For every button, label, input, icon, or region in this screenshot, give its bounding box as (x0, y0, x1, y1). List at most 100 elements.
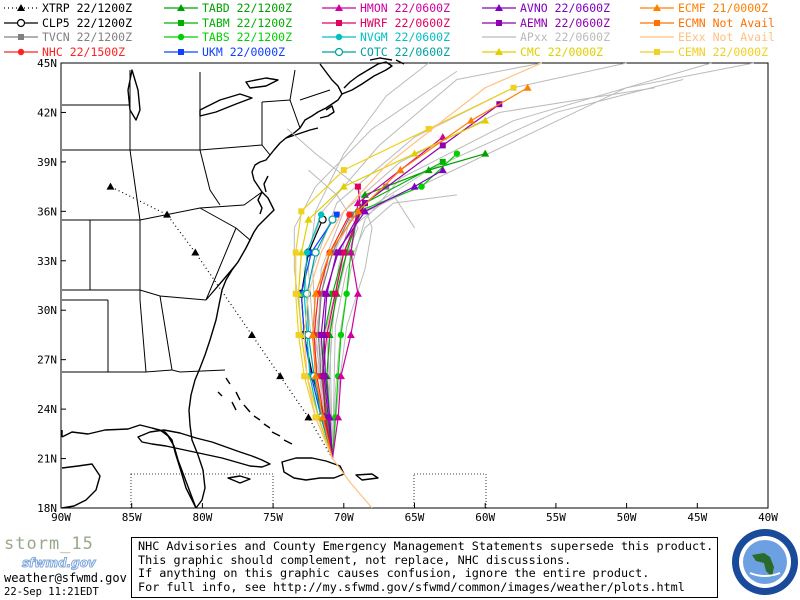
legend-marker (177, 4, 185, 11)
legend-symbol (482, 19, 516, 26)
cmc-track-marker (339, 182, 348, 190)
lon-tick-label: 60W (475, 511, 495, 524)
legend-label: NVGM 22/0600Z (360, 30, 451, 44)
legend-marker (178, 19, 184, 26)
legend-item-hmon: HMON 22/0600Z (320, 2, 478, 16)
legend-item-avno: AVNO 22/0600Z (480, 2, 638, 16)
legend-label: CLP5 22/1200Z (42, 15, 133, 30)
cemn-track-marker (340, 167, 347, 174)
lat-tick-label: 33N (37, 255, 57, 268)
legend-label: XTRP 22/1200Z (42, 1, 133, 15)
ecmf-track-marker (311, 289, 320, 297)
ensemble-track-line (316, 78, 684, 459)
hwrf-track-marker (340, 249, 347, 256)
legend-label: ECMF 21/0000Z (678, 1, 769, 15)
legend-label: NHC 22/1500Z (42, 44, 126, 59)
legend-symbol (164, 48, 198, 55)
aemn-track-marker (318, 331, 325, 338)
legend-label: TABM 22/1200Z (202, 15, 293, 30)
hmon-track-marker (336, 372, 345, 380)
long-island (285, 127, 319, 139)
legend-marker (336, 19, 342, 26)
disclaimer-line: If anything on this graphic causes confu… (138, 566, 650, 580)
legend-item-aemn: AEMN 22/0600Z (480, 16, 638, 31)
tabs-track-line (331, 153, 458, 459)
avno-track-marker (438, 166, 447, 174)
lat-tick-label: 42N (37, 106, 57, 119)
tabm-track-line (321, 161, 444, 459)
legend-label: HWRF 22/0600Z (360, 15, 451, 30)
lat-tick-label: 18N (37, 502, 57, 515)
cemn-track-marker (301, 373, 308, 380)
legend-label: EExx Not Avail (678, 30, 775, 44)
aemn-track-marker (439, 142, 446, 149)
nova-scotia (341, 61, 393, 95)
legend-marker (18, 34, 24, 40)
legend-symbol (482, 36, 516, 38)
lon-tick-label: 75W (263, 511, 283, 524)
tabd-track-line (326, 153, 486, 459)
lon-tick-label: 80W (192, 511, 212, 524)
hmon-track-marker (353, 199, 362, 207)
lon-tick-label: 50W (617, 511, 637, 524)
tabm-track-marker (439, 158, 446, 165)
hwrf-track-marker (332, 290, 339, 297)
hispaniola (281, 457, 345, 481)
hwrf-track-marker (323, 331, 330, 338)
eexx-track-line (303, 62, 543, 459)
disclaimer-line: NHC Advisories and County Emergency Mana… (138, 539, 714, 553)
xtrp-track-marker (106, 182, 115, 190)
disclaimer-line[interactable]: For full info, see http://my.sfwmd.gov/s… (138, 579, 685, 594)
legend-label: COTC 22/0600Z (360, 44, 451, 59)
legend-symbol (640, 4, 674, 11)
tabd-track-marker (481, 149, 490, 157)
legend-item-cemn: CEMN 22/0000Z (638, 44, 796, 60)
aemn-track-marker (322, 290, 329, 297)
ensemble-track-line (331, 62, 712, 459)
legend-marker (177, 33, 185, 41)
legend-label: UKM 22/0000Z (202, 44, 286, 59)
legend-label: TVCN 22/1200Z (42, 30, 133, 44)
contact-email[interactable]: weather@sfwmd.gov (4, 571, 127, 585)
cemn-track-marker (292, 290, 299, 297)
legend-label: CEMN 22/0000Z (678, 44, 769, 59)
ecmf-track-marker (308, 330, 317, 338)
eexx-track-line (332, 458, 373, 509)
chesapeake-bay (257, 175, 269, 215)
legend-label: HMON 22/0600Z (360, 1, 451, 15)
legend-symbol (164, 4, 198, 11)
aemn-track-marker (321, 373, 328, 380)
legend-symbol (640, 36, 674, 38)
legend-marker (16, 18, 26, 27)
cemn-track-marker (425, 125, 432, 132)
legend-item-ecmn: ECMN Not Avail (638, 16, 796, 31)
cape-cod (319, 105, 335, 119)
legend-marker (17, 4, 25, 11)
nhc-track-marker (346, 211, 353, 218)
xtrp-track-marker (191, 248, 200, 256)
cmc-track-line (297, 120, 486, 459)
model-tracks (106, 62, 543, 509)
lon-tick-label: 65W (405, 511, 425, 524)
ukm-track-marker (333, 211, 340, 218)
legend-symbol (4, 48, 38, 55)
xtrp-track-marker (163, 210, 172, 218)
legend-item-tvcn: TVCN 22/1200Z (2, 31, 160, 45)
legend-symbol (4, 18, 38, 27)
legend-symbol (482, 4, 516, 11)
ensemble-track-line (331, 194, 457, 459)
state-borders (62, 69, 331, 373)
atlantic-box (413, 473, 487, 509)
jamaica (227, 475, 251, 484)
disclaimer-line: This graphic should complement, not repl… (138, 552, 572, 567)
ecmf-track-marker (467, 116, 476, 124)
hmon-track-marker (346, 330, 355, 338)
puerto-rico (355, 473, 379, 481)
legend-marker (496, 19, 502, 26)
legend-marker (653, 4, 661, 11)
legend-symbol (322, 47, 356, 56)
cemn-track-marker (298, 208, 305, 215)
legend-label: AVNO 22/0600Z (520, 1, 611, 15)
legend-marker (335, 4, 343, 11)
tabs-track-marker (453, 150, 461, 157)
